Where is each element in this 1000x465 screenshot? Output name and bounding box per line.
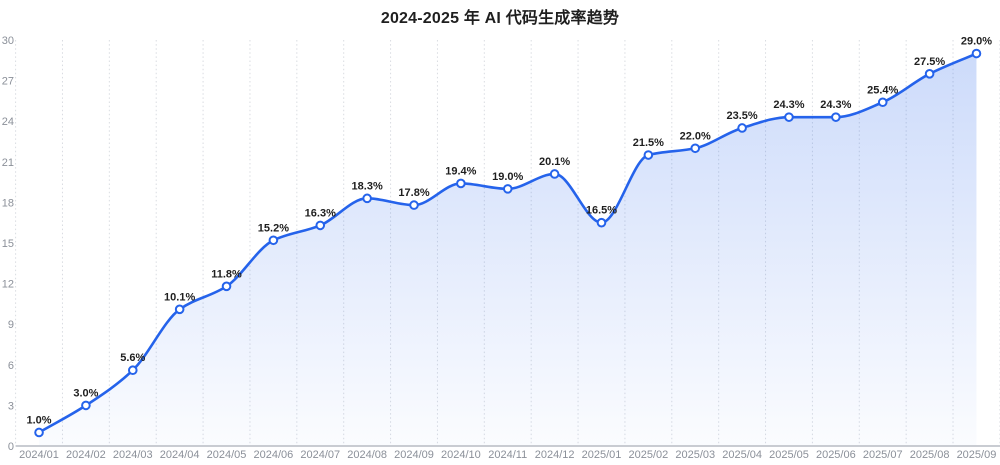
- data-point-label: 16.5%: [586, 205, 617, 217]
- data-point[interactable]: [784, 112, 794, 122]
- data-point-label: 1.0%: [27, 414, 52, 426]
- x-axis-label: 2025/03: [675, 449, 715, 461]
- x-axis-label: 2025/01: [582, 449, 622, 461]
- data-point-label: 11.8%: [211, 268, 242, 280]
- y-axis-label: 18: [2, 197, 14, 209]
- x-axis-label: 2025/04: [722, 449, 762, 461]
- data-point[interactable]: [549, 169, 560, 179]
- x-axis-label: 2024/04: [160, 449, 200, 461]
- data-point[interactable]: [362, 193, 372, 204]
- data-point[interactable]: [456, 178, 466, 189]
- x-axis-label: 2024/08: [347, 449, 387, 461]
- data-point-label: 18.3%: [352, 180, 383, 192]
- data-point[interactable]: [737, 123, 747, 133]
- data-point[interactable]: [831, 112, 841, 122]
- data-point-label: 15.2%: [258, 222, 289, 234]
- data-point-label: 23.5%: [727, 110, 758, 122]
- data-point-label: 3.0%: [73, 387, 98, 399]
- x-axis-label: 2024/01: [19, 449, 59, 461]
- x-axis-label: 2024/09: [394, 449, 434, 461]
- y-axis-label: 3: [8, 400, 14, 412]
- data-point[interactable]: [596, 217, 607, 228]
- x-axis-label: 2024/02: [66, 449, 106, 461]
- data-point-label: 24.3%: [773, 99, 804, 111]
- y-axis-label: 9: [8, 319, 14, 331]
- y-axis-label: 21: [2, 157, 14, 169]
- data-point-label: 21.5%: [633, 137, 664, 149]
- data-point[interactable]: [174, 304, 185, 315]
- data-point[interactable]: [81, 400, 91, 411]
- data-point-label: 10.1%: [164, 291, 195, 303]
- data-point-label: 17.8%: [398, 187, 429, 199]
- data-point-label: 24.3%: [820, 99, 851, 111]
- data-point[interactable]: [34, 427, 44, 438]
- x-axis-label: 2024/06: [254, 449, 294, 461]
- y-axis-label: 27: [2, 76, 14, 88]
- x-axis-label: 2024/07: [300, 449, 340, 461]
- x-axis-label: 2024/11: [488, 449, 527, 461]
- data-point[interactable]: [690, 143, 701, 154]
- data-point-label: 27.5%: [914, 56, 945, 68]
- x-axis-label: 2025/06: [816, 449, 856, 461]
- x-axis-label: 2025/07: [863, 449, 903, 461]
- data-point-label: 19.0%: [492, 171, 523, 183]
- data-point-label: 29.0%: [961, 36, 992, 48]
- x-axis-label: 2024/10: [441, 449, 481, 461]
- data-point[interactable]: [877, 97, 888, 108]
- y-axis-label: 0: [8, 441, 14, 453]
- data-point-label: 5.6%: [120, 352, 145, 364]
- y-axis-label: 15: [2, 238, 14, 250]
- y-axis-label: 24: [2, 116, 14, 128]
- data-point-label: 19.4%: [445, 165, 476, 177]
- x-axis-label: 2024/05: [207, 449, 247, 461]
- data-point-label: 22.0%: [680, 130, 711, 142]
- data-point[interactable]: [502, 184, 513, 194]
- x-axis-label: 2025/08: [910, 449, 950, 461]
- data-point[interactable]: [643, 150, 654, 160]
- y-axis-label: 12: [2, 279, 14, 291]
- data-point-label: 16.3%: [305, 207, 336, 219]
- data-point[interactable]: [971, 48, 982, 59]
- y-axis-label: 6: [8, 360, 14, 372]
- data-point[interactable]: [268, 235, 279, 246]
- data-point[interactable]: [221, 281, 232, 292]
- chart-title: 2024-2025 年 AI 代码生成率趋势: [380, 10, 620, 27]
- data-point[interactable]: [409, 200, 419, 210]
- x-axis-label: 2025/05: [769, 449, 809, 461]
- data-point-label: 25.4%: [867, 84, 898, 96]
- x-axis-label: 2024/12: [535, 449, 575, 461]
- x-axis-label: 2024/03: [113, 449, 153, 461]
- area-fill: [39, 53, 977, 446]
- data-point-label: 20.1%: [539, 156, 570, 168]
- data-point[interactable]: [127, 365, 138, 376]
- data-point[interactable]: [315, 220, 326, 231]
- y-axis-label: 30: [2, 35, 14, 47]
- data-point[interactable]: [924, 69, 935, 79]
- x-axis-label: 2025/09: [957, 449, 997, 461]
- x-axis-label: 2025/02: [628, 449, 668, 461]
